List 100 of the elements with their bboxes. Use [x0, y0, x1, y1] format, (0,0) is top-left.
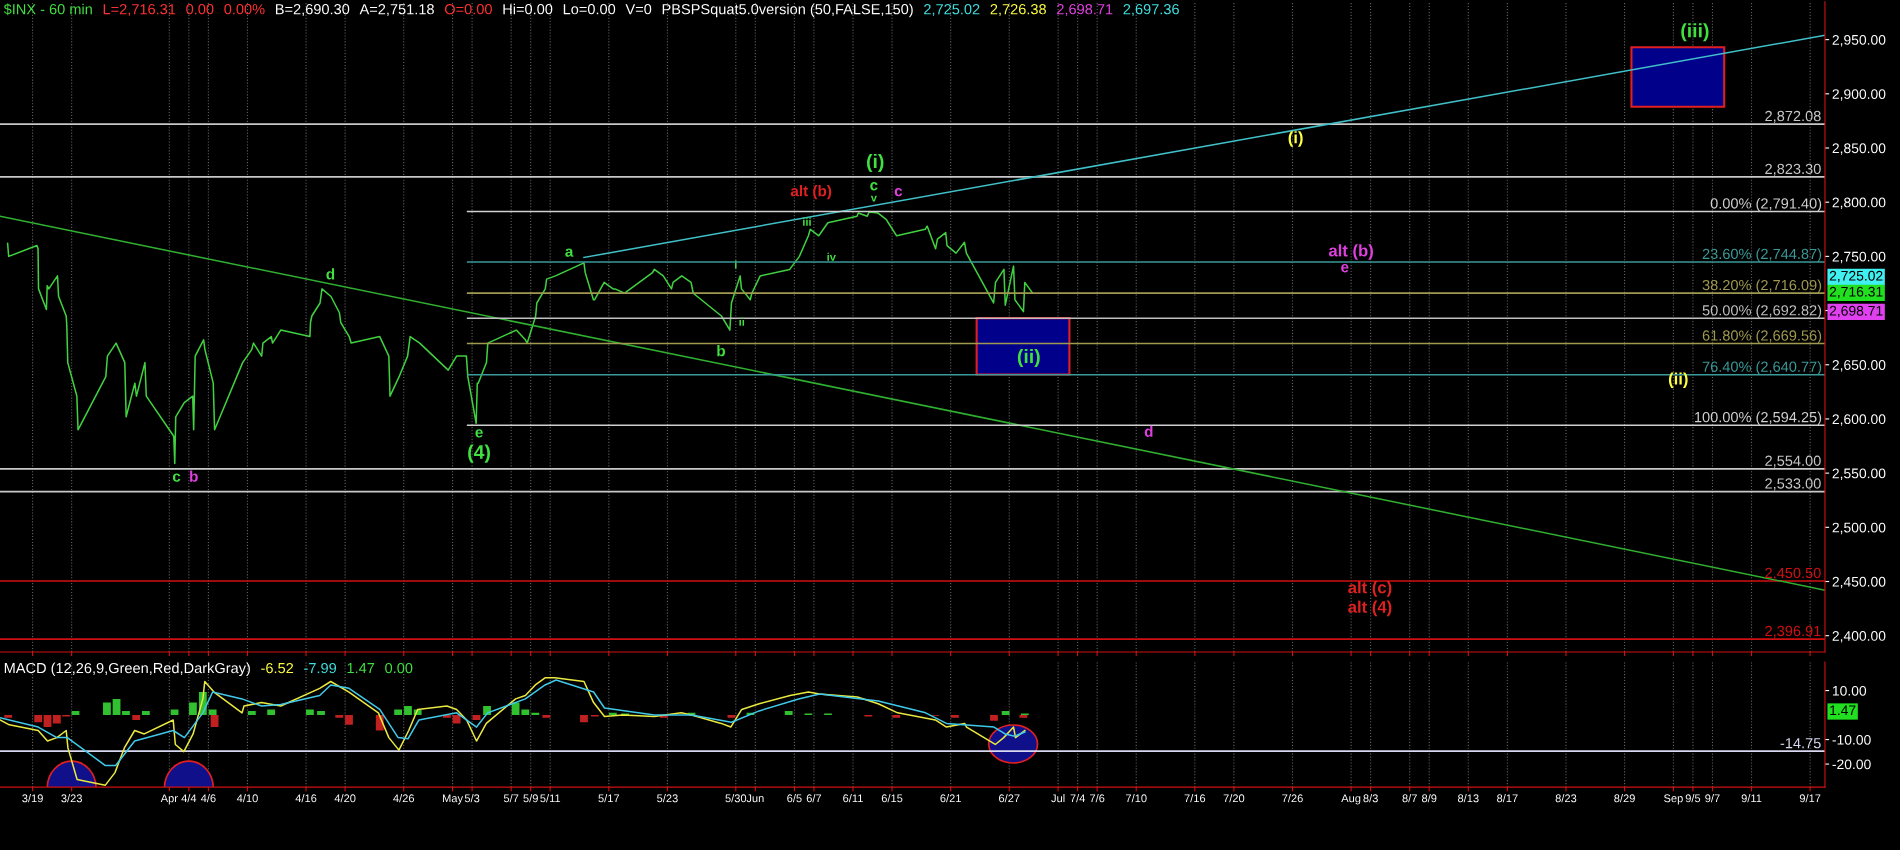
annotation: alt (4)	[1348, 600, 1392, 617]
x-tick-label: 7/4	[1070, 794, 1086, 803]
y-tick-label: 2,400.00	[1832, 631, 1886, 643]
y-tick-label: 2,600.00	[1832, 414, 1886, 426]
series-label: 100.00% (2,594.25)	[1695, 411, 1822, 426]
series-label: 0.00% (2,791.40)	[1710, 197, 1822, 212]
annotation: L=2,716.31	[103, 4, 176, 17]
x-tick-label: 5/11	[540, 794, 561, 803]
y-tick-label: 10.00	[1832, 685, 1867, 696]
x-tick-label: 8/23	[1555, 794, 1577, 803]
series-label: 23.60% (2,744.87)	[1702, 248, 1822, 262]
x-tick-label: 6/27	[999, 794, 1020, 803]
x-tick-label: 8/7	[1402, 794, 1417, 803]
x-tick-label: 5/17	[598, 794, 620, 803]
x-tick-label: 9/11	[1741, 794, 1762, 803]
y-tick-label: 2,650.00	[1832, 360, 1886, 372]
x-tick-label: 4/16	[295, 794, 317, 803]
annotation: A=2,751.18	[359, 4, 434, 17]
annotation: V=0	[625, 4, 652, 15]
y-tick-label: 2,850.00	[1832, 143, 1886, 155]
annotation: 2,697.36	[1123, 4, 1179, 17]
x-tick-label: 8/3	[1363, 794, 1378, 803]
x-tick-label: 5/7	[503, 794, 519, 803]
x-tick-label: 5/23	[657, 794, 678, 803]
ref-line-label: 2,823.30	[1765, 163, 1821, 176]
annotation: alt (b)	[1328, 244, 1373, 260]
annotation: (i)	[1288, 131, 1303, 147]
annotation: b	[717, 345, 726, 357]
annotation: d	[1144, 425, 1153, 437]
annotation: 2,698.71	[1057, 4, 1113, 17]
x-tick-label: 6/11	[843, 794, 863, 803]
x-tick-label: 9/5	[1685, 794, 1701, 803]
y-tick-label: 2,900.00	[1832, 89, 1886, 101]
annotation: d	[326, 268, 335, 280]
y-tick-label: 2,450.00	[1832, 576, 1886, 589]
ref-line-label: 2,533.00	[1765, 478, 1821, 491]
x-tick-label: Aug	[1341, 794, 1361, 805]
x-tick-label: 4/4	[181, 794, 197, 803]
x-tick-label: Jun	[746, 794, 764, 803]
annotation: PBSPSquat5.0version (50,FALSE,150)	[662, 3, 913, 18]
ref-line-label: 2,396.91	[1765, 625, 1821, 638]
ref-line-label: 2,872.08	[1765, 110, 1821, 123]
x-tick-label: 4/10	[236, 794, 258, 803]
x-tick-label: 8/13	[1457, 794, 1479, 803]
x-tick-label: 4/6	[200, 794, 216, 803]
annotation: (i)	[867, 153, 884, 173]
x-tick-label: 9/17	[1799, 794, 1821, 803]
annotation: Lo=0.00	[563, 4, 616, 15]
annotation: (ii)	[1017, 348, 1040, 368]
annotation: -6.52	[261, 662, 294, 674]
ref-line-label: -14.75	[1780, 738, 1821, 749]
y-tick-label: -10.00	[1832, 734, 1871, 745]
annotation: alt (c)	[1348, 581, 1392, 597]
text: 1.47	[1830, 705, 1856, 716]
annotation: -7.99	[304, 662, 337, 674]
annotation: c	[894, 187, 903, 197]
x-tick-label: 8/17	[1497, 794, 1518, 803]
x-tick-label: 5/30	[725, 794, 747, 803]
x-tick-label: Sep	[1664, 794, 1683, 805]
annotation: B=2,690.30	[276, 4, 350, 17]
y-tick-label: 2,500.00	[1832, 522, 1886, 535]
annotation: i	[735, 260, 737, 269]
annotation: alt (b)	[790, 185, 832, 200]
y-tick-label: 2,800.00	[1832, 197, 1886, 209]
annotation: O=0.00	[444, 4, 492, 15]
annotation: (4)	[468, 444, 490, 463]
x-tick-label: 8/9	[1421, 794, 1437, 803]
y-tick-label: 2,950.00	[1832, 34, 1886, 47]
x-tick-label: 6/21	[940, 794, 961, 803]
annotation: (iii)	[1681, 23, 1709, 42]
x-tick-label: 7/16	[1184, 794, 1206, 803]
annotation: b	[190, 470, 198, 482]
x-tick-label: 7/10	[1125, 794, 1147, 803]
annotation: ii	[739, 317, 745, 326]
x-tick-label: 5/3	[464, 794, 480, 803]
chart-title: $INX - 60 min	[3, 3, 92, 16]
x-tick-label: 6/5	[787, 794, 802, 803]
x-tick-label: 3/23	[61, 794, 82, 803]
x-tick-label: 3/19	[22, 794, 43, 803]
x-tick-label: 4/26	[393, 794, 415, 803]
x-tick-label: 4/20	[334, 794, 356, 803]
y-tick-label: 2,750.00	[1832, 251, 1886, 264]
series-label: 38.20% (2,716.09)	[1702, 279, 1822, 294]
annotation: (ii)	[1668, 372, 1688, 388]
x-tick-label: May	[442, 794, 464, 805]
text: 2,725.02	[1829, 270, 1883, 283]
annotation: 0.00	[385, 662, 413, 674]
annotation: e	[1341, 264, 1349, 273]
ref-line-label: 2,450.50	[1765, 567, 1821, 580]
annotation: Hi=0.00	[503, 3, 553, 15]
annotation: v	[870, 195, 877, 202]
y-tick-label: 2,550.00	[1832, 468, 1886, 480]
annotation: a	[565, 248, 574, 257]
annotation: 0.00%	[224, 4, 265, 15]
x-tick-label: 7/6	[1090, 794, 1105, 803]
series-label: 50.00% (2,692.82)	[1702, 304, 1822, 319]
x-tick-label: 8/29	[1614, 794, 1635, 803]
x-tick-label: 7/20	[1223, 794, 1245, 803]
y-tick-label: -20.00	[1832, 759, 1871, 770]
x-tick-label: 6/7	[806, 794, 822, 803]
